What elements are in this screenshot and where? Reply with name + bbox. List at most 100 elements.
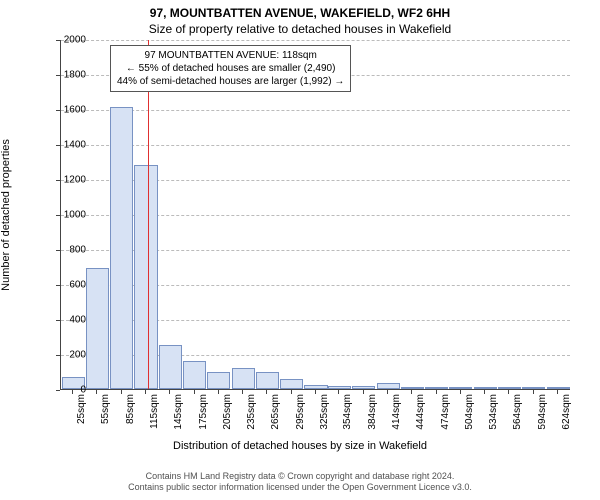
gridline [61, 40, 570, 41]
x-tick-label: 55sqm [100, 394, 111, 424]
x-tick-label: 85sqm [125, 394, 136, 424]
x-tick-mark [72, 390, 73, 394]
annotation-line1: 97 MOUNTBATTEN AVENUE: 118sqm [117, 49, 344, 62]
y-tick-mark [56, 110, 60, 111]
x-tick-label: 354sqm [342, 394, 353, 430]
y-tick-label: 1800 [46, 70, 86, 81]
histogram-bar [522, 387, 545, 389]
x-tick-label: 624sqm [561, 394, 572, 430]
x-tick-label: 444sqm [415, 394, 426, 430]
y-tick-mark [56, 390, 60, 391]
gridline [61, 145, 570, 146]
y-tick-label: 800 [46, 245, 86, 256]
x-tick-label: 295sqm [295, 394, 306, 430]
y-tick-mark [56, 40, 60, 41]
x-tick-label: 235sqm [246, 394, 257, 430]
y-tick-label: 1200 [46, 175, 86, 186]
y-tick-mark [56, 145, 60, 146]
x-tick-mark [145, 390, 146, 394]
x-tick-label: 384sqm [367, 394, 378, 430]
x-tick-mark [338, 390, 339, 394]
x-tick-mark [363, 390, 364, 394]
x-tick-mark [557, 390, 558, 394]
histogram-bar [86, 268, 109, 389]
x-tick-label: 205sqm [222, 394, 233, 430]
x-tick-mark [291, 390, 292, 394]
y-tick-label: 200 [46, 350, 86, 361]
x-tick-mark [484, 390, 485, 394]
x-tick-mark [436, 390, 437, 394]
x-tick-mark [266, 390, 267, 394]
x-tick-mark [460, 390, 461, 394]
footer-credits: Contains HM Land Registry data © Crown c… [0, 471, 600, 494]
histogram-bar [256, 372, 279, 390]
x-tick-label: 474sqm [440, 394, 451, 430]
histogram-bar [352, 386, 375, 389]
histogram-bar [425, 387, 448, 389]
x-tick-mark [533, 390, 534, 394]
x-tick-mark [508, 390, 509, 394]
histogram-bar [377, 383, 400, 389]
x-tick-mark [315, 390, 316, 394]
x-tick-mark [169, 390, 170, 394]
footer-line1: Contains HM Land Registry data © Crown c… [0, 471, 600, 483]
page-title-line1: 97, MOUNTBATTEN AVENUE, WAKEFIELD, WF2 6… [0, 0, 600, 20]
annotation-line2: ← 55% of detached houses are smaller (2,… [117, 62, 344, 75]
y-tick-mark [56, 215, 60, 216]
histogram-bar [159, 345, 182, 389]
histogram-bar [110, 107, 133, 389]
y-tick-mark [56, 355, 60, 356]
x-tick-mark [194, 390, 195, 394]
y-tick-mark [56, 320, 60, 321]
histogram-bar [207, 372, 230, 390]
x-axis-title: Distribution of detached houses by size … [0, 440, 600, 452]
histogram-bar [280, 379, 303, 390]
histogram-bar [449, 387, 472, 389]
annotation-line3: 44% of semi-detached houses are larger (… [117, 75, 344, 88]
y-tick-label: 2000 [46, 35, 86, 46]
histogram-bar [183, 361, 206, 389]
x-tick-label: 145sqm [173, 394, 184, 430]
histogram-bar [328, 386, 351, 390]
histogram-bar [232, 368, 255, 389]
annotation-box: 97 MOUNTBATTEN AVENUE: 118sqm ← 55% of d… [110, 45, 351, 92]
x-tick-label: 25sqm [76, 394, 87, 424]
x-tick-label: 115sqm [149, 394, 160, 429]
x-tick-label: 504sqm [464, 394, 475, 430]
y-tick-label: 1600 [46, 105, 86, 116]
x-tick-label: 325sqm [319, 394, 330, 430]
x-tick-label: 534sqm [488, 394, 499, 430]
histogram-bar [304, 385, 327, 389]
x-tick-mark [121, 390, 122, 394]
chart-container: 97, MOUNTBATTEN AVENUE, WAKEFIELD, WF2 6… [0, 0, 600, 500]
y-tick-mark [56, 250, 60, 251]
y-tick-mark [56, 180, 60, 181]
histogram-bar [134, 165, 157, 389]
plot-area [60, 40, 570, 390]
x-tick-label: 265sqm [270, 394, 281, 430]
histogram-bar [547, 387, 570, 389]
x-tick-label: 175sqm [198, 394, 209, 430]
x-tick-mark [242, 390, 243, 394]
x-tick-mark [387, 390, 388, 394]
y-tick-label: 1000 [46, 210, 86, 221]
y-tick-label: 400 [46, 315, 86, 326]
x-tick-label: 594sqm [537, 394, 548, 430]
y-axis-title: Number of detached properties [0, 139, 12, 291]
footer-line2: Contains public sector information licen… [0, 482, 600, 494]
marker-line [148, 40, 149, 389]
x-tick-label: 564sqm [512, 394, 523, 430]
y-tick-mark [56, 285, 60, 286]
y-tick-label: 1400 [46, 140, 86, 151]
page-title-line2: Size of property relative to detached ho… [0, 20, 600, 36]
y-tick-label: 600 [46, 280, 86, 291]
x-tick-mark [96, 390, 97, 394]
histogram-bar [401, 387, 424, 389]
histogram-bar [474, 387, 497, 389]
x-tick-mark [411, 390, 412, 394]
y-tick-mark [56, 75, 60, 76]
gridline [61, 110, 570, 111]
histogram-bar [498, 387, 521, 389]
x-tick-label: 414sqm [391, 394, 402, 430]
x-tick-mark [218, 390, 219, 394]
